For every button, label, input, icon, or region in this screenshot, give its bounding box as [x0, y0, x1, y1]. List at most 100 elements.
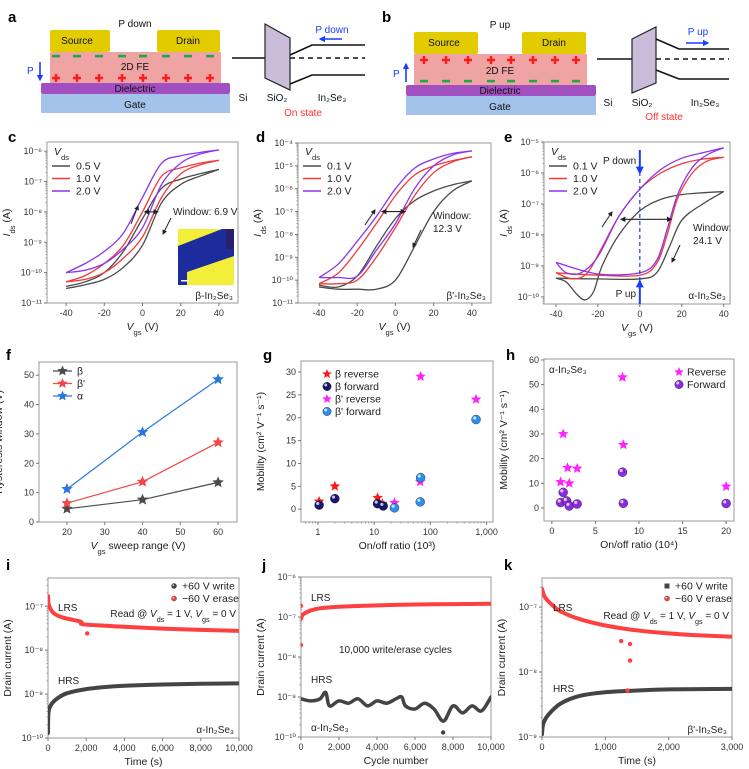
si-label: Si: [239, 93, 248, 104]
annotation: Window: 6.9 V: [173, 207, 238, 218]
y-tick-label: 10⁻⁷: [521, 199, 539, 209]
text-part: I: [498, 234, 510, 237]
y-axis-label: Mobility (cm² V⁻¹ s⁻¹): [498, 390, 510, 489]
sio2-barrier: [631, 26, 657, 94]
legend-label: β: [77, 366, 83, 378]
y-tick-label: 10: [286, 458, 296, 468]
annotation: α-In₂Se₃: [196, 725, 234, 736]
text-part: (V): [636, 322, 653, 334]
legend-label: +60 V write: [182, 581, 235, 593]
text-part: Mobility (cm² V⁻¹ s⁻¹): [498, 390, 510, 489]
sweep-direction-arrow-icon: [364, 209, 376, 226]
y-tick-label: 10⁻⁷: [25, 601, 43, 611]
x-tick-label: 4,000: [113, 743, 136, 753]
series-2.0 V: [555, 147, 724, 276]
y-tick-label: 10⁻¹⁰: [275, 732, 297, 742]
text-part: = 1 V,: [164, 609, 195, 620]
curve-reverse: [66, 149, 220, 274]
text-part: 12.3 V: [433, 224, 462, 235]
gate-label: Gate: [124, 100, 146, 111]
curve-reverse: [555, 191, 725, 281]
x-axis-label: Vgs (V): [379, 321, 411, 337]
plus-sign-icon: [206, 74, 214, 82]
legend-star-icon: [57, 365, 68, 376]
plus-sign-icon: [442, 56, 450, 64]
text-part: HRS: [553, 684, 574, 695]
plus-sign-icon: [162, 74, 170, 82]
x-tick-label: 2,000: [75, 743, 98, 753]
data-point-circle: [617, 467, 628, 477]
x-tick-label: -20: [591, 309, 604, 319]
text-part: ds: [312, 153, 320, 162]
y-tick-label: 10⁻¹⁰: [21, 268, 43, 278]
plus-sign-icon: [184, 74, 192, 82]
annotation: Read @ Vds = 1 V, Vgs = 0 V: [603, 611, 729, 626]
text-part: Time (s): [124, 756, 162, 768]
data-point-star: [562, 462, 573, 473]
text-part: sweep range (V): [106, 540, 186, 552]
curve-reverse: [318, 150, 473, 280]
y-tick-label: 40: [529, 404, 539, 414]
annotation: 10,000 write/erase cycles: [339, 645, 452, 656]
y-tick-label: 10⁻⁸: [520, 230, 539, 240]
x-axis-label: Vgs (V): [127, 321, 159, 337]
text-part: gs: [202, 615, 210, 624]
text-part: gs: [628, 329, 636, 338]
text-part: Time (s): [618, 755, 656, 767]
annotation: β'-In₂Se₃: [687, 725, 727, 736]
y-tick-label: 30: [529, 429, 539, 439]
curve-reverse: [66, 159, 220, 283]
text-part: LRS: [58, 603, 78, 614]
data-point-circle: [378, 501, 388, 511]
x-tick-label: 4,000: [366, 742, 389, 752]
polarization-label: P: [393, 69, 400, 80]
si-label: Si: [604, 98, 613, 109]
annotation: LRS: [311, 593, 331, 604]
y-axis-label: Ids (A): [252, 209, 268, 237]
legend-item: −60 V erase: [664, 593, 732, 605]
legend-label: 0.1 V: [327, 161, 352, 173]
series-β: [61, 476, 224, 514]
text-part: β-In₂Se₃: [195, 291, 233, 302]
y-tick-label: 10⁻⁹: [520, 261, 539, 271]
x-tick-label: 20: [677, 309, 687, 319]
y-tick-label: 10⁻⁷: [24, 177, 42, 187]
data-point-star: [61, 497, 73, 509]
series-β': [61, 436, 224, 509]
retention-trace: [542, 586, 732, 639]
text-part: gs: [386, 328, 394, 337]
minus-sign-icon: [52, 54, 60, 58]
legend-square-icon: [664, 583, 670, 589]
legend-label: 2.0 V: [327, 186, 352, 198]
text-part: Window: 6.9 V: [173, 207, 238, 218]
y-tick-label: 60: [529, 355, 539, 365]
legend-circle-icon: [322, 382, 332, 391]
x-tick-label: 1,000: [594, 742, 617, 752]
legend-star-icon: [322, 394, 332, 403]
polarization-title: P up: [490, 20, 511, 31]
panel-letter: f: [6, 347, 12, 364]
x-tick-label: 10: [634, 526, 644, 536]
x-tick-label: 8,000: [442, 742, 465, 752]
legend-label: β': [77, 378, 85, 390]
minus-sign-icon: [95, 54, 103, 58]
polarization-title: P down: [118, 19, 151, 30]
x-tick-label: -20: [351, 308, 364, 318]
y-tick-label: 20: [529, 454, 539, 464]
legend-label: β reverse: [335, 369, 379, 381]
panel-letter: d: [256, 129, 265, 146]
minus-sign-icon: [420, 79, 428, 83]
legend-circle-icon: [171, 583, 177, 589]
x-tick-label: 0: [140, 308, 145, 318]
chart-panel-j: j 0 2,000 4,000 6,000 8,000 10,000 10⁻¹⁰ 10⁻⁹ 10⁻…: [255, 557, 505, 767]
legend-title: Vds: [305, 146, 320, 162]
data-point-circle: [721, 498, 731, 509]
curve-reverse: [555, 147, 724, 276]
text-part: LRS: [553, 603, 573, 614]
x-axis-label: Vgs (V): [621, 322, 653, 338]
legend: +60 V write−60 V erase: [171, 581, 239, 605]
outlier-point: [618, 638, 624, 644]
minus-sign-icon: [529, 79, 537, 83]
outlier-point: [84, 631, 90, 636]
text-part: HRS: [311, 675, 332, 686]
